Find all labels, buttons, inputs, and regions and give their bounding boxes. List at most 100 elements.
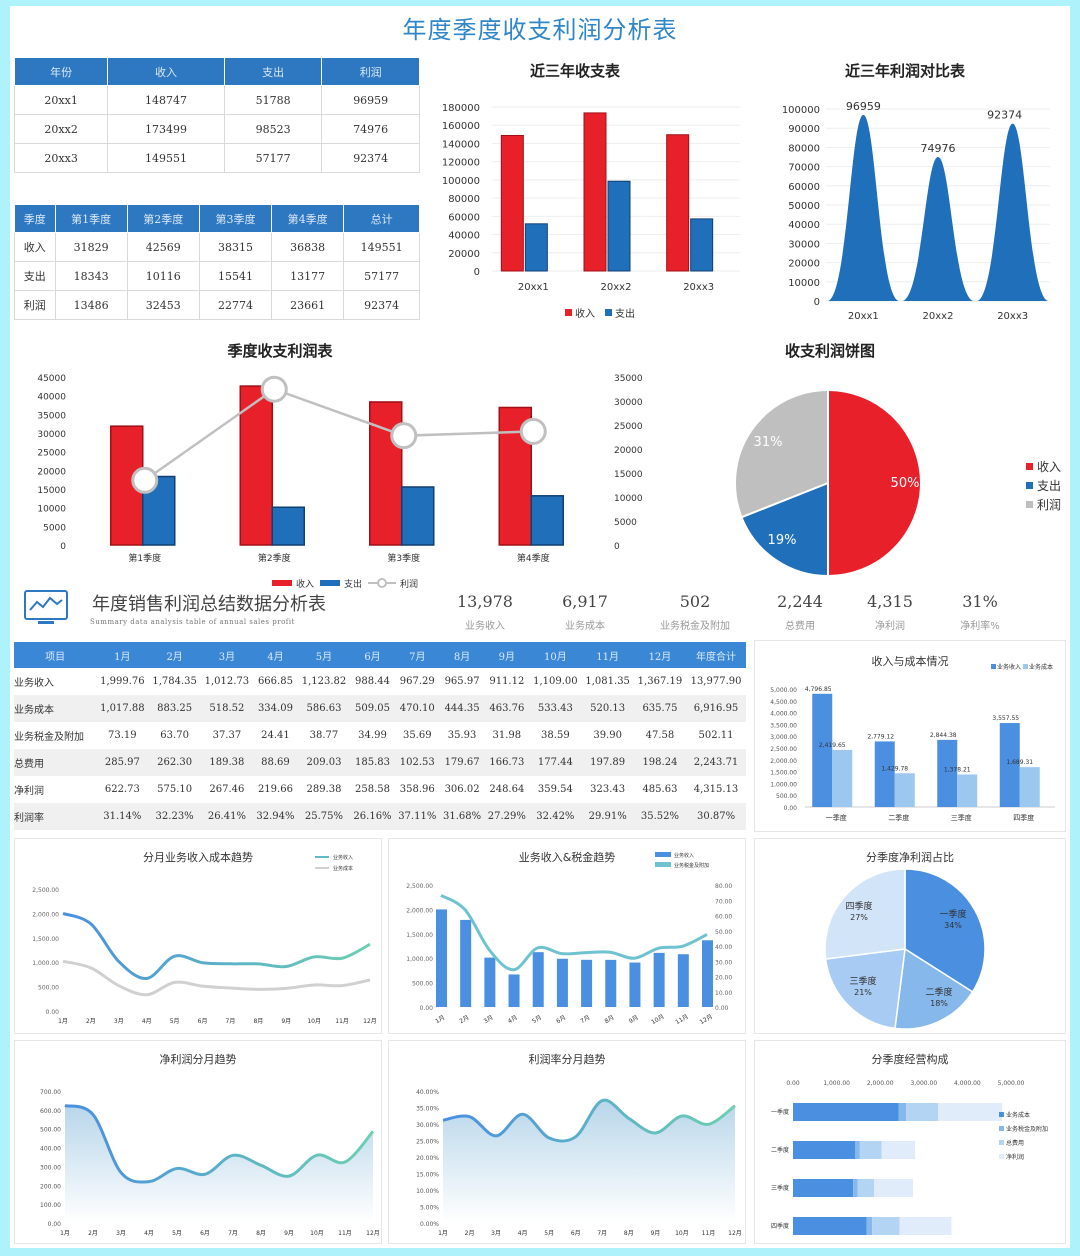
x-tick-label: 三季度 [951,813,972,822]
table-header-cell: 年份 [13,57,109,86]
pie-slice [740,481,829,578]
x-tick-label: 1月 [60,1230,70,1237]
pie-label: 四季度 [845,900,872,912]
table-cell: 57177 [223,143,323,173]
table-cell: 102.53 [394,749,440,776]
legend-label: 业务成本 [1029,663,1053,671]
table-cell: 32.42% [529,803,582,830]
bar [583,112,607,272]
profit-marker [131,466,159,494]
table-cell: 1,123.82 [301,676,347,687]
pie-pct: 27% [850,913,868,922]
table-cell: 520.13 [581,695,634,722]
table-cell: 35.93 [447,730,477,741]
table-cell: 883.25 [148,695,201,722]
y2-tick-label: 10.00 [715,990,732,997]
table-cell: 209.03 [297,749,351,776]
stacked-segment [898,1103,907,1121]
x-tick-label: 11月 [338,1230,352,1237]
table-cell: 185.83 [350,749,395,776]
table-cell: 285.97 [96,749,149,776]
table-cell: 622.73 [104,784,140,795]
legend-label: 业务收入 [674,852,694,859]
table-cell: 1,999.76 [100,676,145,687]
y2-tick-label: 15000 [614,470,643,480]
legend-swatch [605,309,612,316]
table-cell: 518.52 [200,695,254,722]
chart9-title: 净利润分月趋势 [159,1053,237,1066]
bar [677,954,689,1007]
table-cell: 485.63 [642,784,678,795]
table-cell: 36838 [271,232,345,262]
y-tick-label: 0.00 [420,1005,434,1012]
data-label: 1,429.78 [881,765,908,772]
table-cell: 149551 [107,143,225,173]
x-tick-label: 20xx1 [518,282,549,293]
table-cell: 38.59 [541,730,570,741]
annual-income-expense-chart: 180000 160000 140000 120000 100000 80000 60000… [442,103,740,320]
table-header-cell: 第3季度 [198,204,273,233]
x-tick-label: 5月 [544,1230,554,1237]
table-row: 利润 13486 32453 22774 23661 92374 [14,290,420,320]
legend-swatch [1026,501,1033,508]
table-cell: 967.29 [399,676,435,687]
legend-label: 支出 [1037,479,1061,493]
y-tick-label: 90000 [788,124,820,135]
x-tick-label: 9月 [650,1230,660,1237]
y2-tick-label: 10000 [614,494,643,504]
y-tick-label: 2,500.00 [770,746,797,753]
table-cell: 88.69 [253,749,298,776]
table-cell: 35.52% [633,803,687,830]
stacked-segment [874,1179,914,1197]
x-tick-label: 2月 [86,1018,96,1025]
x-tick-label: 7月 [579,1014,591,1025]
y-tick-label: 200.00 [40,1183,61,1190]
x-tick-label: 1,000.00 [823,1080,850,1087]
kpi-label: 净利率% [960,621,1000,632]
kpi-value: 2,244 [777,592,823,611]
table-cell: 267.46 [209,784,245,795]
y-tick-label: 500.00 [776,793,797,800]
table-cell: 47.58 [645,730,675,741]
bar [500,134,524,272]
x-tick-label: 9月 [281,1018,291,1025]
table-cell: 306.02 [444,784,480,795]
table-cell: 334.09 [253,695,298,722]
panel-monthly-trend: 分月业务收入成本趋势 2,500.00 2,000.00 1,500.00 1,000… [14,838,382,1034]
x-tick-label: 20xx1 [848,311,879,322]
table-cell: 净利润 [14,786,44,797]
chart3-title: 季度收支利润表 [227,342,333,360]
y-tick-label: 100000 [442,176,480,187]
y-tick-label: 0 [60,542,66,552]
table-cell: 198.24 [633,749,687,776]
table-cell: 1,784.35 [152,676,197,687]
stacked-segment [859,1141,882,1159]
table-cell: 37.37 [212,730,242,741]
bar [999,723,1020,807]
y-tick-label: 2,500.00 [32,887,59,894]
y-tick-label: 600.00 [40,1108,61,1115]
y-tick-label: 1,500.00 [770,770,797,777]
table-header-cell: 12月 [633,642,687,668]
x-tick-label: 第1季度 [128,552,161,564]
x-tick-label: 7月 [597,1230,607,1237]
table-cell: 4,315.13 [693,784,739,795]
y-tick-label: 0 [474,267,480,278]
stacked-segment [899,1217,952,1235]
y-tick-label: 三季度 [771,1184,789,1192]
table-header-cell: 项目 [14,642,97,668]
monthly-table: 项目 1月 2月 3月 4月 5月 6月 7月 8月 9月 10月 11月 12月 年度合计 业务收入 1,9… [14,642,746,830]
legend-label: 业务收入 [333,854,353,861]
table-cell: 575.10 [157,784,193,795]
table-cell: 13177 [271,261,345,291]
y-tick-label: 70000 [788,163,820,174]
table-cell: 509.05 [350,695,395,722]
bar [369,401,403,546]
table-cell: 18343 [54,261,128,291]
table-cell: 22774 [198,290,273,320]
y2-tick-label: 80.00 [715,883,732,890]
bar [605,959,617,1007]
y2-tick-label: 70.00 [715,898,732,905]
table-cell: 96959 [321,85,420,115]
y-tick-label: 3,500.00 [770,722,797,729]
